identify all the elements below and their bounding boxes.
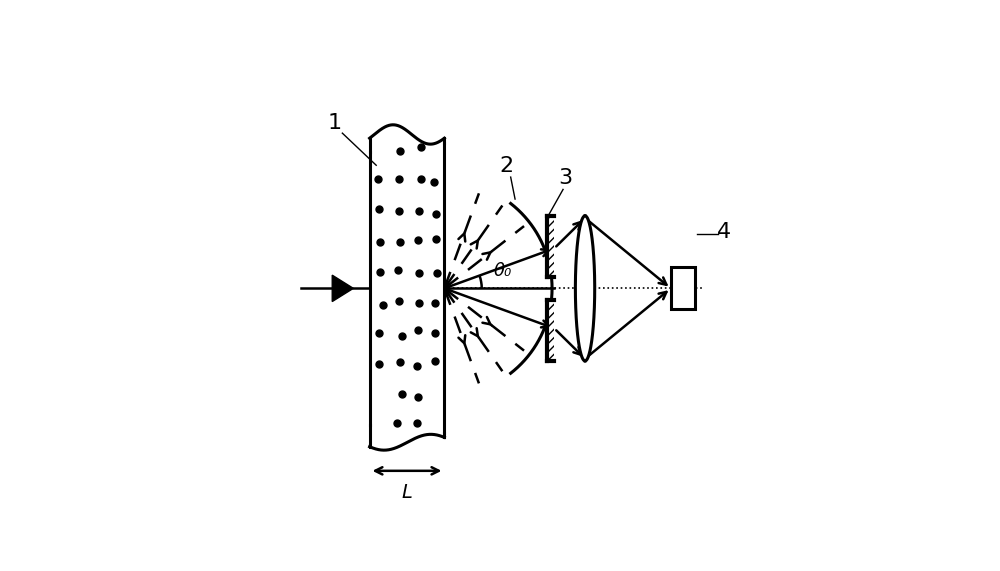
Bar (547, 216, 554, 277)
Text: 3: 3 (558, 168, 572, 188)
Text: θ₀: θ₀ (494, 262, 512, 280)
Bar (547, 300, 554, 361)
Polygon shape (575, 216, 595, 361)
Polygon shape (332, 275, 353, 301)
Text: 4: 4 (716, 222, 731, 242)
Bar (547, 300, 554, 361)
Text: 2: 2 (499, 156, 513, 176)
Text: 1: 1 (327, 114, 341, 134)
Text: L: L (402, 483, 412, 502)
Bar (671, 267, 695, 309)
Bar (547, 216, 554, 277)
